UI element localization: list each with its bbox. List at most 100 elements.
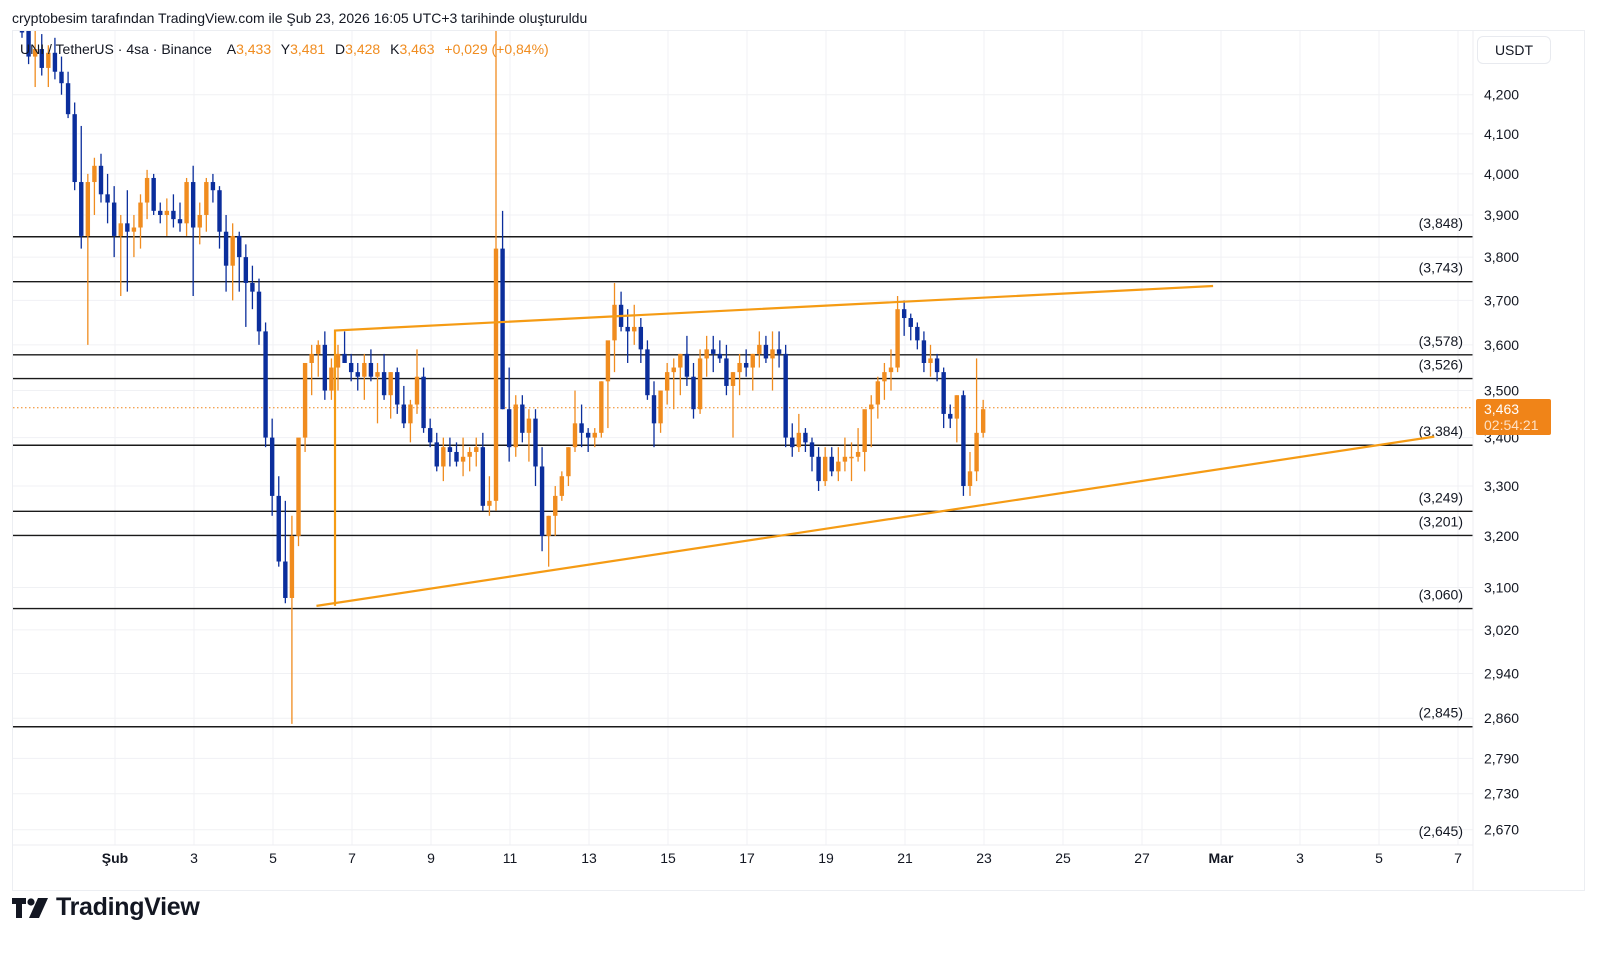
candle-body bbox=[263, 331, 268, 438]
candle-body bbox=[842, 456, 848, 462]
candle-body bbox=[434, 442, 439, 467]
candle-body bbox=[329, 367, 334, 391]
high-value: 3,481 bbox=[290, 41, 326, 57]
time-axis-tick: Şub bbox=[102, 850, 128, 866]
candle-body bbox=[204, 182, 209, 215]
candle-body bbox=[164, 210, 170, 215]
candle-body bbox=[711, 349, 716, 354]
candle-body bbox=[144, 177, 150, 203]
candle-body bbox=[256, 291, 262, 332]
candle-body bbox=[474, 447, 479, 452]
time-axis-tick: 5 bbox=[1375, 850, 1383, 866]
chart-attribution: cryptobesim tarafından TradingView.com i… bbox=[12, 10, 588, 26]
candle-body bbox=[414, 376, 420, 405]
candle-body bbox=[118, 223, 123, 236]
time-axis-tick: 21 bbox=[897, 850, 913, 866]
close-label: K bbox=[390, 41, 400, 57]
candle-body bbox=[770, 349, 775, 359]
candle-body bbox=[796, 432, 802, 448]
candle-body bbox=[730, 372, 736, 386]
candle-body bbox=[467, 451, 472, 457]
candle-body bbox=[809, 442, 815, 457]
candle-body bbox=[335, 353, 341, 368]
price-axis-tick: 3,300 bbox=[1484, 478, 1519, 494]
candle-body bbox=[855, 451, 861, 457]
candle-body bbox=[559, 476, 565, 496]
price-axis-tick: 3,800 bbox=[1484, 249, 1519, 265]
candle-body bbox=[210, 182, 216, 191]
candle-body bbox=[632, 326, 637, 332]
candle-body bbox=[539, 466, 545, 536]
tradingview-logo[interactable]: TradingView bbox=[12, 893, 200, 922]
candle-body bbox=[934, 358, 940, 373]
symbol-info[interactable]: UNI / TetherUS · 4sa · Binance bbox=[20, 41, 212, 57]
candle-body bbox=[52, 52, 58, 72]
candle-body bbox=[645, 349, 650, 396]
candle-body bbox=[651, 395, 657, 424]
price-axis-tick: 2,940 bbox=[1484, 665, 1519, 681]
level-label: (3,743) bbox=[1419, 260, 1463, 276]
price-axis-tick: 3,020 bbox=[1484, 622, 1519, 638]
candle-body bbox=[401, 404, 407, 424]
candle-body bbox=[579, 423, 584, 433]
candle-body bbox=[125, 223, 130, 232]
candle-body bbox=[85, 182, 91, 236]
level-label: (3,060) bbox=[1419, 587, 1463, 603]
time-axis-tick: 9 bbox=[427, 850, 435, 866]
candle-body bbox=[184, 182, 189, 224]
currency-button[interactable]: USDT bbox=[1477, 36, 1551, 64]
candle-body bbox=[171, 210, 176, 220]
candle-body bbox=[283, 561, 288, 598]
candle-body bbox=[19, 31, 25, 33]
price-axis-tick: 3,600 bbox=[1484, 337, 1519, 353]
time-axis-tick: 7 bbox=[1454, 850, 1462, 866]
level-label: (3,848) bbox=[1419, 215, 1463, 231]
candle-body bbox=[671, 367, 676, 373]
candle-body bbox=[493, 248, 499, 501]
level-label: (3,201) bbox=[1419, 513, 1463, 529]
price-axis-tick: 2,670 bbox=[1484, 822, 1519, 838]
candle-body bbox=[882, 372, 887, 382]
candle-body bbox=[664, 372, 670, 391]
candle-body bbox=[39, 49, 44, 68]
candle-body bbox=[691, 376, 696, 410]
low-label: D bbox=[335, 41, 346, 57]
candle-body bbox=[158, 210, 163, 215]
candle-body bbox=[506, 409, 512, 448]
candle-body bbox=[954, 395, 960, 419]
candle-body bbox=[921, 340, 927, 363]
price-axis-tick: 4,000 bbox=[1484, 166, 1519, 182]
candle-body bbox=[480, 447, 486, 506]
candle-body bbox=[408, 404, 413, 424]
open-value: 3,433 bbox=[236, 41, 272, 57]
price-axis-tick: 2,790 bbox=[1484, 750, 1519, 766]
bar-countdown: 02:54:21 bbox=[1484, 417, 1539, 433]
level-label: (2,845) bbox=[1419, 705, 1463, 721]
candle-body bbox=[704, 349, 709, 359]
candle-body bbox=[684, 353, 690, 377]
candle-body bbox=[750, 353, 755, 368]
candle-body bbox=[322, 344, 328, 391]
candle-body bbox=[190, 182, 196, 228]
candle-body bbox=[816, 456, 821, 482]
time-axis-tick: 27 bbox=[1134, 850, 1150, 866]
candle-body bbox=[362, 362, 367, 377]
candle-body bbox=[217, 190, 222, 232]
candle-body bbox=[625, 326, 630, 332]
candle-body bbox=[697, 358, 703, 410]
candle-body bbox=[230, 235, 235, 266]
candle-body bbox=[743, 362, 749, 368]
candle-body bbox=[395, 372, 400, 405]
upper-wedge-trendline bbox=[333, 284, 1214, 606]
symbol-legend: UNI / TetherUS · 4sa · Binance A3,433 Y3… bbox=[20, 41, 549, 57]
time-axis-tick: Mar bbox=[1209, 850, 1234, 866]
candle-body bbox=[289, 535, 295, 598]
candle-body bbox=[454, 451, 459, 462]
candle-body bbox=[243, 257, 249, 283]
chart-pane[interactable] bbox=[12, 30, 1585, 891]
candle-body bbox=[908, 318, 913, 327]
candle-body bbox=[92, 165, 97, 183]
lower-wedge-trendline bbox=[316, 435, 1435, 607]
candle-body bbox=[276, 495, 281, 562]
